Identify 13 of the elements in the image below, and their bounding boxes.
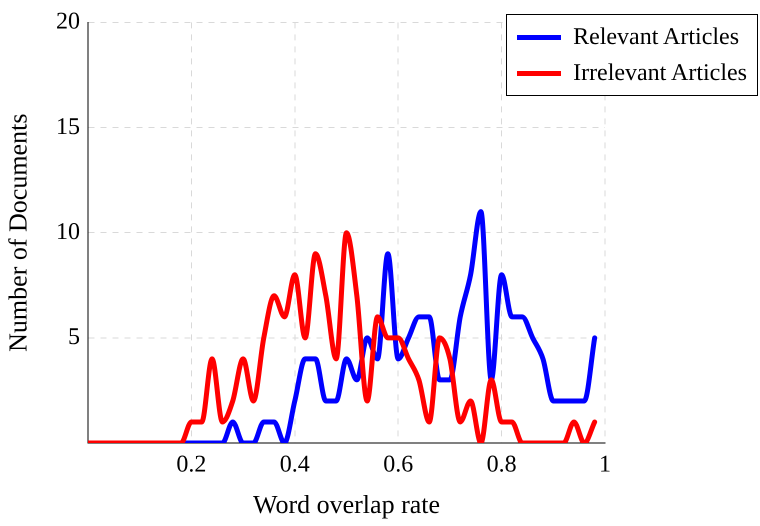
y-tick-label: 15 [56, 114, 80, 140]
x-tick-label: 0.4 [280, 452, 310, 478]
x-tick-label: 0.6 [383, 452, 414, 478]
y-tick-label: 5 [68, 324, 80, 350]
legend-label: Irrelevant Articles [573, 59, 747, 88]
legend-label: Relevant Articles [573, 23, 740, 52]
y-axis-title: Number of Documents [3, 114, 32, 352]
x-tick-label: 0.8 [486, 452, 517, 478]
x-axis-title: Word overlap rate [252, 490, 440, 520]
x-tick-label: 0.2 [176, 452, 206, 478]
y-tick-label: 20 [56, 8, 80, 35]
y-tick-label: 10 [56, 218, 80, 245]
x-tick-label: 1 [599, 452, 611, 478]
